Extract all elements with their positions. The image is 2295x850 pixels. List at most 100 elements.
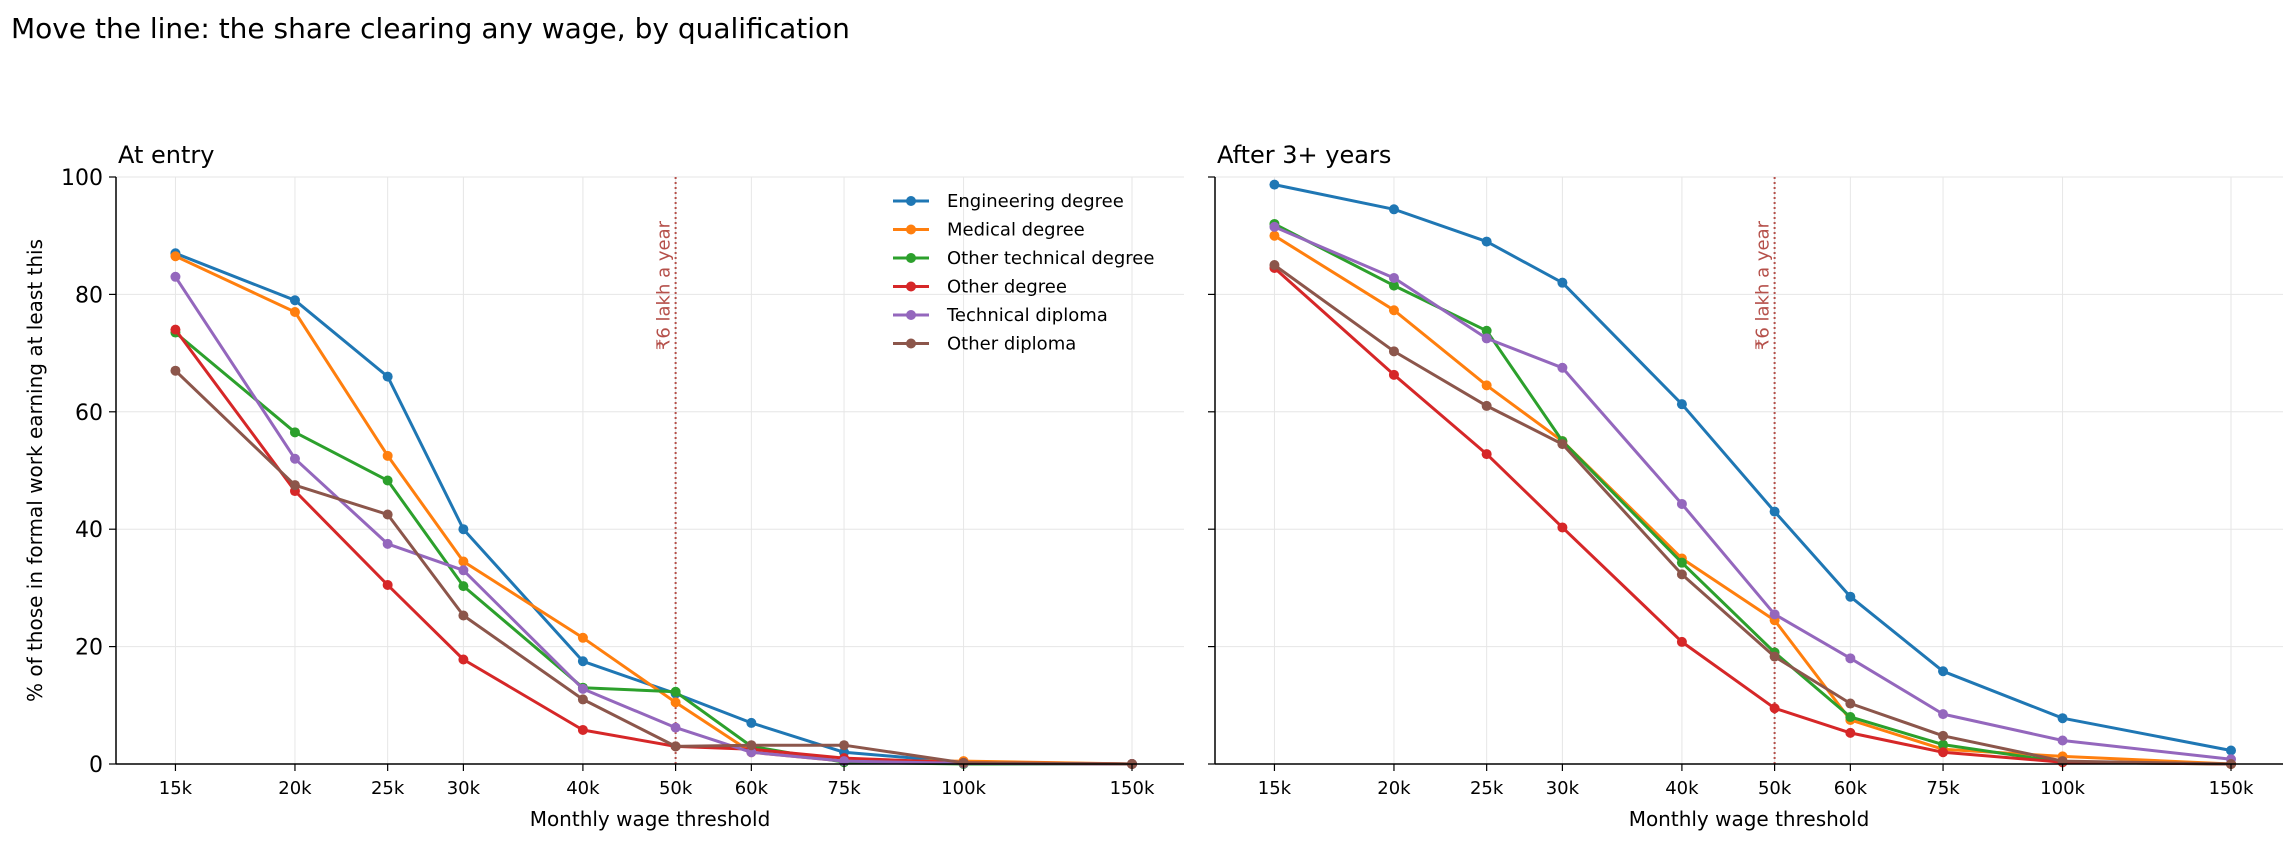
legend-marker <box>906 310 916 320</box>
series-line <box>174 331 1132 766</box>
data-point <box>839 740 850 751</box>
data-point <box>170 324 181 335</box>
x-tick-label: 100k <box>941 778 986 799</box>
legend-item: Other diploma <box>893 334 1076 355</box>
x-tick-label: 50k <box>1758 778 1792 799</box>
legend-item: Other technical degree <box>893 248 1154 269</box>
data-point <box>746 747 757 758</box>
data-point <box>670 741 681 752</box>
series-6 <box>1269 260 2237 769</box>
y-tick-label: 100 <box>61 166 103 191</box>
legend-marker <box>906 281 916 292</box>
data-point <box>458 581 469 592</box>
chart-panel-2: ₹6 lakh a year 15k 20k 25k 30k 40k 50k 60k 75k 10… <box>1208 141 2283 831</box>
data-point <box>1938 709 1949 720</box>
data-point <box>1269 221 1280 232</box>
x-tick-label: 60k <box>735 778 769 799</box>
legend-item: Engineering degree <box>893 191 1124 212</box>
x-tick-label: 30k <box>1546 778 1580 799</box>
data-point <box>382 475 393 486</box>
y-tick-label: 20 <box>75 636 103 661</box>
data-point <box>382 579 393 590</box>
x-tick-label: 150k <box>1110 778 1155 799</box>
data-point <box>1769 506 1780 517</box>
data-point <box>1481 333 1492 344</box>
data-point <box>170 271 181 282</box>
x-tick-label: 100k <box>2040 778 2085 799</box>
panel-title: At entry <box>118 141 215 169</box>
data-point <box>746 717 757 728</box>
x-tick-label: 15k <box>159 778 193 799</box>
x-tick-label: 75k <box>827 778 861 799</box>
data-point <box>577 632 588 643</box>
x-tick-label: 50k <box>659 778 693 799</box>
data-point <box>289 480 300 491</box>
data-point <box>1938 747 1949 758</box>
y-tick-label: 0 <box>89 753 103 778</box>
data-point <box>1481 380 1492 391</box>
data-point <box>1388 305 1399 316</box>
x-tick-label: 30k <box>447 778 481 799</box>
data-point <box>746 740 757 751</box>
y-tick-label: 60 <box>75 401 103 426</box>
x-tick-label: 25k <box>1470 778 1504 799</box>
data-point <box>1481 236 1492 247</box>
series-1 <box>1269 179 2237 756</box>
data-point <box>1938 739 1949 750</box>
data-point <box>1676 636 1687 647</box>
data-point <box>1676 399 1687 410</box>
reference-line-label: ₹6 lakh a year <box>654 220 675 350</box>
series-5 <box>1269 221 2237 765</box>
data-point <box>1938 730 1949 741</box>
data-point <box>289 307 300 318</box>
data-point <box>1845 712 1856 723</box>
data-point <box>1676 557 1687 568</box>
legend-label: Other technical degree <box>947 248 1154 269</box>
data-point <box>458 524 469 535</box>
series-line <box>174 328 1133 766</box>
x-axis-label: Monthly wage threshold <box>530 807 771 831</box>
data-point <box>382 538 393 549</box>
x-tick-label: 15k <box>1258 778 1292 799</box>
legend-label: Other diploma <box>947 334 1076 355</box>
data-point <box>289 427 300 438</box>
data-point <box>1769 609 1780 620</box>
series-line <box>1274 183 2232 752</box>
series-line <box>1273 225 2232 761</box>
series-3 <box>170 327 1138 769</box>
x-tick-label: 40k <box>566 778 600 799</box>
data-point <box>2057 735 2068 746</box>
legend-marker <box>906 224 916 235</box>
x-tick-label: 60k <box>1834 778 1868 799</box>
data-point <box>458 610 469 621</box>
data-point <box>1388 204 1399 215</box>
data-point <box>1676 569 1687 580</box>
data-point <box>577 724 588 735</box>
series-line <box>174 369 1133 766</box>
chart-panel-1: ₹6 lakh a year 15k 20k 25k 30k 40k 50k 60k 75k 10… <box>23 141 1184 831</box>
data-point <box>458 556 469 567</box>
legend-label: Other degree <box>947 277 1067 298</box>
data-point <box>170 251 181 262</box>
legend-item: Medical degree <box>893 220 1085 241</box>
data-point <box>958 757 969 768</box>
series-line <box>1273 266 2232 766</box>
legend-item: Other degree <box>893 277 1067 298</box>
x-tick-label: 20k <box>278 778 312 799</box>
data-point <box>382 450 393 461</box>
data-point <box>1388 346 1399 357</box>
data-point <box>1845 727 1856 738</box>
data-point <box>670 697 681 708</box>
legend-label: Medical degree <box>947 220 1085 241</box>
data-point <box>2226 745 2237 756</box>
data-point <box>1769 703 1780 714</box>
series-line <box>174 251 1133 766</box>
data-point <box>577 694 588 705</box>
x-tick-label: 40k <box>1665 778 1699 799</box>
y-tick-label: 80 <box>75 283 103 308</box>
data-point <box>289 295 300 306</box>
legend-item: Technical diploma <box>893 305 1108 326</box>
data-point <box>289 453 300 464</box>
legend-label: Technical diploma <box>946 305 1108 326</box>
series-line <box>1273 263 2232 766</box>
